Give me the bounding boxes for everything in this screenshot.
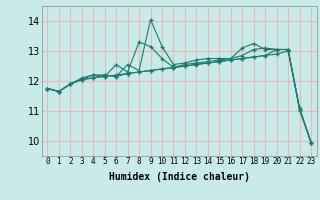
X-axis label: Humidex (Indice chaleur): Humidex (Indice chaleur) [109,172,250,182]
